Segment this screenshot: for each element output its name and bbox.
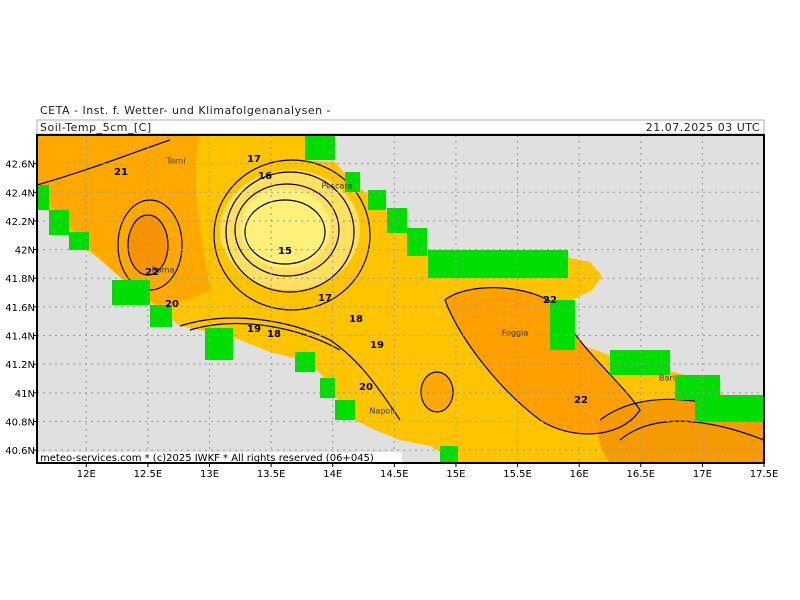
contour-label: 18 (349, 314, 363, 325)
cool-core (240, 188, 330, 268)
contour-label: 17 (318, 293, 332, 304)
valid-time: 21.07.2025 03 UTC (646, 121, 760, 134)
coast-cells (37, 135, 764, 463)
lon-tick-label: 12.5E (134, 469, 163, 480)
contour-label: 20 (359, 382, 373, 393)
city-label: Napoli (369, 407, 394, 416)
map-area: 21 17 16 15 22 20 17 18 19 18 19 20 22 2… (37, 135, 764, 464)
contour-label: 19 (370, 340, 384, 351)
lat-tick-label: 41.4N (5, 332, 35, 343)
contour-label: 22 (145, 267, 159, 278)
contour-label: 22 (543, 295, 557, 306)
lat-tick-label: 41.8N (5, 274, 35, 285)
lon-tick-label: 12E (77, 469, 96, 480)
warm-zone (445, 287, 640, 434)
footer-credit: meteo-services.com * (c)2025 IWKF * All … (40, 453, 374, 464)
lon-tick-label: 17E (693, 469, 712, 480)
lat-tick-label: 42.4N (5, 188, 35, 199)
city-label: Pescara (321, 182, 352, 191)
lat-tick-label: 40.6N (5, 446, 35, 457)
contour-label: 18 (267, 329, 281, 340)
city-label: Foggia (502, 329, 529, 338)
lon-tick-label: 16E (570, 469, 589, 480)
credit-box (37, 452, 402, 463)
contour-label: 19 (247, 324, 261, 335)
lat-tick-label: 41.2N (5, 360, 35, 371)
contour-label: 21 (114, 167, 128, 178)
lon-tick-label: 14.5E (380, 469, 409, 480)
lon-tick-label: 13E (200, 469, 219, 480)
lon-tick-label: 16.5E (626, 469, 655, 480)
isotherms (37, 139, 764, 441)
contour-label: 16 (258, 171, 272, 182)
variable-label: Soil-Temp_5cm_[C] (40, 121, 152, 134)
header-title: CETA - Inst. f. Wetter- und Klimafolgena… (40, 104, 331, 117)
lon-tick-label: 15E (446, 469, 465, 480)
axis-labels: 12E 12.5E 13E 13.5E 14E 14.5E 15E 15.5E 16E 16.5E… (5, 160, 778, 480)
map-frame (36, 134, 765, 464)
contour-label: 20 (165, 299, 179, 310)
lon-tick-label: 17.5E (750, 469, 779, 480)
contour-label: 22 (574, 395, 588, 406)
city-label: Terni (166, 157, 186, 166)
city-label: Bari (659, 374, 675, 383)
lon-tick-label: 14E (323, 469, 342, 480)
lat-tick-label: 40.8N (5, 417, 35, 428)
lat-tick-label: 41N (15, 389, 35, 400)
lat-tick-label: 42.6N (5, 160, 35, 171)
graticule (37, 135, 764, 463)
contour-label: 17 (247, 154, 261, 165)
contour-label: 15 (278, 246, 292, 257)
lon-tick-label: 15.5E (503, 469, 532, 480)
lon-tick-label: 13.5E (257, 469, 286, 480)
warm-core (421, 372, 453, 412)
lat-tick-label: 42.2N (5, 217, 35, 228)
city-label: Roma (152, 266, 175, 275)
lat-tick-label: 42N (15, 246, 35, 257)
lat-tick-label: 41.6N (5, 303, 35, 314)
